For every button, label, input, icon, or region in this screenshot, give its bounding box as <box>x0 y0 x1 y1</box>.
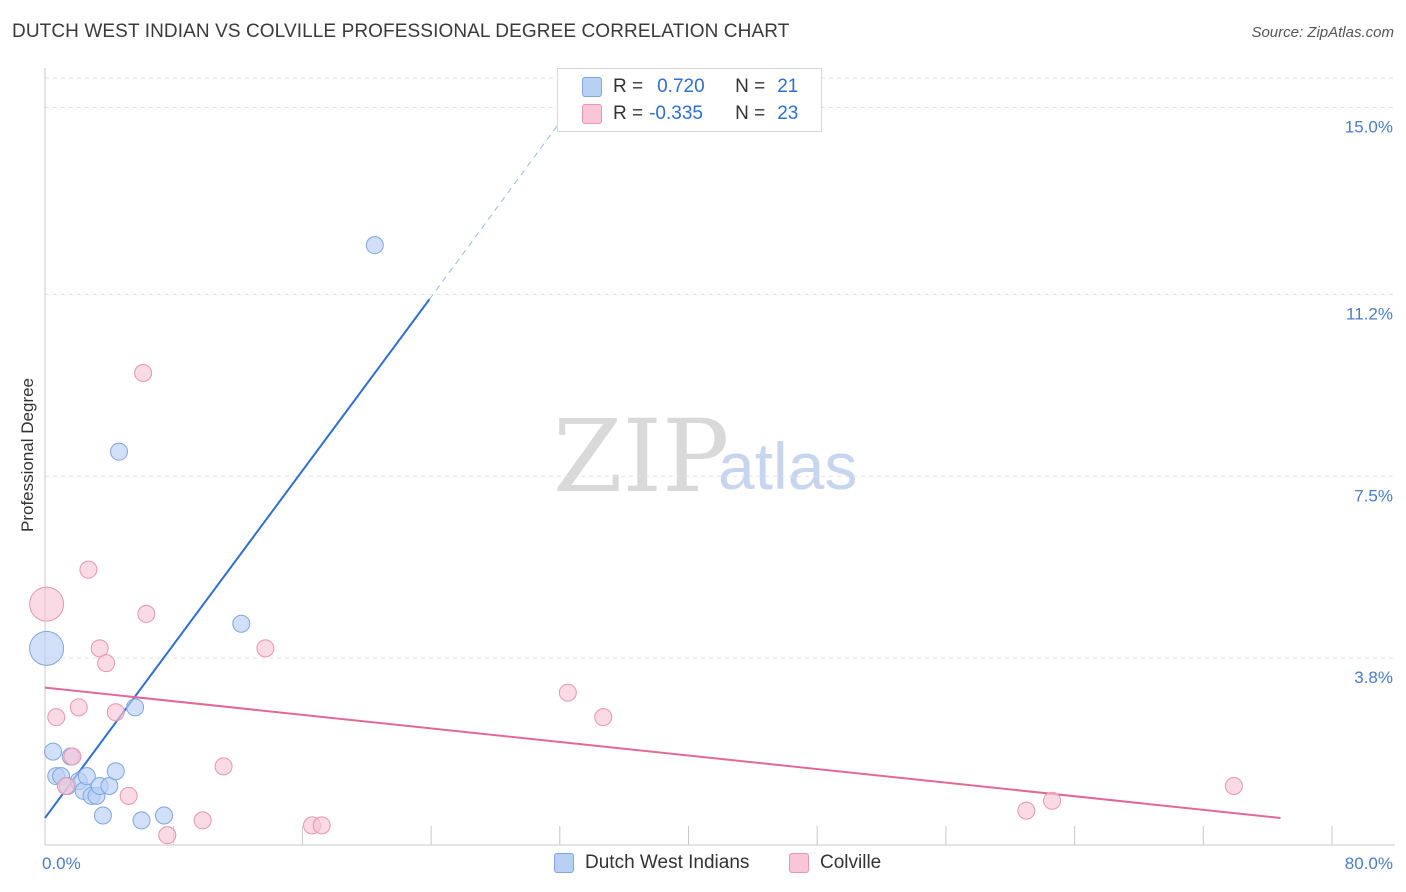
y-tick-label: 7.5% <box>1354 486 1393 505</box>
watermark-zip: ZIP <box>553 398 729 515</box>
point-colville <box>56 777 75 795</box>
legend-n-value: 23 <box>777 103 799 124</box>
chart-title: DUTCH WEST INDIAN VS COLVILLE PROFESSION… <box>12 21 790 42</box>
legend-label-dutch-west-indians: Dutch West Indians <box>585 852 750 873</box>
y-tick-label: 3.8% <box>1354 668 1393 687</box>
point-colville <box>63 747 82 766</box>
legend-r-value: 0.720 <box>657 76 705 97</box>
point-colville <box>119 786 138 805</box>
point-colville <box>256 639 275 658</box>
point-colville <box>1224 777 1243 795</box>
point-dutch-west-indians <box>132 811 151 830</box>
point-dutch-west-indians <box>29 630 65 666</box>
legend-swatch-blue <box>582 77 602 97</box>
x-tick-label: 0.0% <box>42 854 81 873</box>
point-dutch-west-indians <box>232 614 251 633</box>
legend-swatch-pink <box>582 104 602 124</box>
point-colville <box>1017 801 1036 820</box>
legend-row-colville: R = -0.335 N = 23 <box>582 102 798 126</box>
point-colville <box>137 604 156 623</box>
legend-n-label: N = <box>735 103 766 124</box>
legend-r-value: -0.335 <box>649 103 703 124</box>
legend-r-label: R = <box>613 76 644 97</box>
trend-line-extension <box>429 121 561 300</box>
y-axis-label: Professional Degree <box>18 378 37 532</box>
point-dutch-west-indians <box>155 806 174 825</box>
point-colville <box>69 698 88 717</box>
point-colville <box>97 654 116 673</box>
point-dutch-west-indians <box>365 236 384 255</box>
legend-n-label: N = <box>735 76 766 97</box>
legend-swatch-pink <box>789 853 809 873</box>
source-label: Source: ZipAtlas.com <box>1251 24 1394 41</box>
point-colville <box>558 683 577 702</box>
trend-line-dutch-west-indians <box>44 298 431 819</box>
trend-line-colville <box>44 686 1281 819</box>
watermark-atlas: atlas <box>718 429 857 503</box>
legend-swatch-blue <box>554 853 574 873</box>
point-dutch-west-indians <box>93 806 112 825</box>
legend-row-dutch-west-indians: R = 0.720 N = 21 <box>582 75 798 99</box>
stats-legend: R = 0.720 N = 21 R = -0.335 N = 23 <box>557 68 822 132</box>
legend-item-dutch-west-indians[interactable]: Dutch West Indians <box>554 852 749 874</box>
legend-n-value: 21 <box>777 76 799 97</box>
point-dutch-west-indians <box>106 762 125 781</box>
point-colville <box>594 708 613 727</box>
y-tick-label: 11.2% <box>1346 304 1393 323</box>
series-legend: Dutch West Indians Colville <box>0 852 1406 876</box>
point-colville <box>1043 791 1062 810</box>
point-dutch-west-indians <box>110 442 129 461</box>
x-tick-label: 80.0% <box>1345 854 1393 873</box>
point-colville <box>47 708 66 727</box>
point-dutch-west-indians <box>126 698 145 717</box>
point-dutch-west-indians <box>77 767 96 786</box>
legend-label-colville: Colville <box>820 852 882 873</box>
point-colville <box>158 826 177 845</box>
point-dutch-west-indians <box>44 742 63 761</box>
point-colville <box>29 586 65 622</box>
point-colville <box>193 811 212 830</box>
point-colville <box>106 703 125 722</box>
y-tick-label: 15.0% <box>1345 118 1393 137</box>
point-colville <box>79 560 98 579</box>
legend-item-colville[interactable]: Colville <box>789 852 881 874</box>
point-colville <box>214 757 233 776</box>
point-colville <box>312 816 331 835</box>
watermark: ZIP atlas <box>553 398 857 515</box>
legend-r-label: R = <box>613 103 644 124</box>
point-colville <box>134 364 153 382</box>
